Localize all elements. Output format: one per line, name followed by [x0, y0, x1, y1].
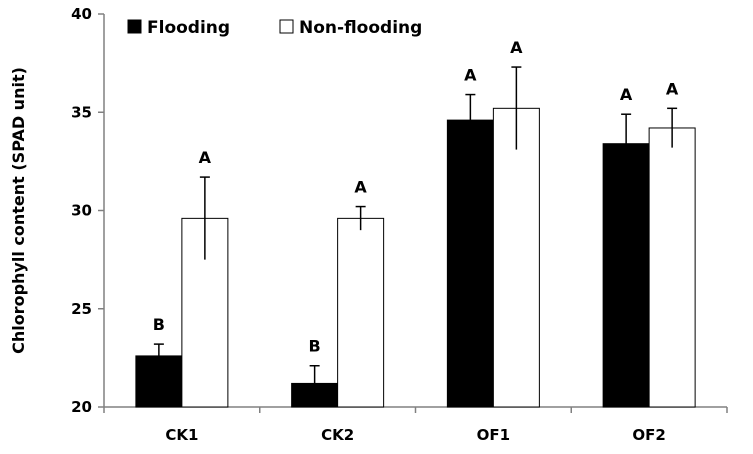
bar-non-flooding	[492, 107, 540, 408]
bar-flooding	[446, 119, 494, 408]
significance-label: A	[620, 85, 633, 104]
bar-non-flooding	[337, 217, 385, 408]
y-axis-label-group: Chlorophyll content (SPAD unit)	[9, 67, 28, 354]
significance-label: B	[153, 315, 165, 334]
y-tick-label: 25	[71, 300, 92, 318]
significance-label: A	[464, 66, 477, 85]
bars: B A B A A A A A	[135, 38, 696, 408]
significance-label: B	[309, 337, 321, 356]
legend-swatch-non-flooding	[279, 19, 294, 34]
x-tick-label: OF1	[477, 426, 510, 444]
significance-label: A	[510, 38, 523, 57]
bar-flooding	[602, 143, 650, 408]
significance-label: A	[666, 79, 679, 98]
y-tick-label: 20	[71, 398, 92, 416]
y-axis-label: Chlorophyll content (SPAD unit)	[9, 67, 28, 354]
legend: Flooding Non-flooding	[127, 18, 422, 38]
legend-label-non-flooding: Non-flooding	[299, 18, 422, 38]
x-tick-label: CK1	[165, 426, 198, 444]
legend-swatch-flooding	[127, 19, 142, 34]
x-tick-label: OF2	[632, 426, 665, 444]
x-tick-label: CK2	[321, 426, 354, 444]
significance-label: A	[354, 178, 367, 197]
significance-label: A	[199, 148, 212, 167]
y-tick-label: 35	[71, 103, 92, 121]
y-tick-label: 30	[71, 202, 92, 220]
y-tick-label: 40	[71, 5, 92, 23]
bar-non-flooding	[648, 127, 696, 408]
legend-label-flooding: Flooding	[147, 18, 230, 38]
